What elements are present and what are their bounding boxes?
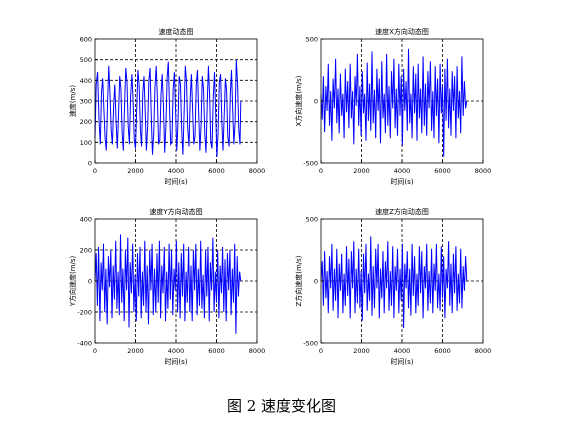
x-tick-label: 4000 xyxy=(168,347,185,355)
x-tick-label: 4000 xyxy=(394,167,411,175)
y-tick-label: -500 xyxy=(303,160,318,168)
x-tick-label: 8000 xyxy=(475,167,492,175)
y-axis-label: Z方向速度(m/s) xyxy=(294,255,303,306)
x-tick-label: 6000 xyxy=(208,167,225,175)
y-tick-label: 100 xyxy=(80,139,92,147)
y-tick-label: 600 xyxy=(80,36,92,44)
chart-title: 速度动态图 xyxy=(159,27,194,36)
series-line xyxy=(94,234,242,334)
x-tick-label: 2000 xyxy=(127,347,144,355)
series-line xyxy=(320,48,468,157)
series-line xyxy=(320,236,468,329)
y-tick-label: 500 xyxy=(80,56,92,64)
y-tick-label: 300 xyxy=(80,98,92,106)
x-axis-label: 时间(s) xyxy=(390,177,413,186)
y-tick-label: 500 xyxy=(306,36,318,44)
x-tick-label: 0 xyxy=(93,347,97,355)
y-tick-label: 0 xyxy=(314,98,318,106)
y-tick-label: 0 xyxy=(88,278,92,286)
x-axis-label: 时间(s) xyxy=(390,357,413,366)
y-tick-label: 400 xyxy=(80,77,92,85)
x-tick-label: 0 xyxy=(319,167,323,175)
x-tick-label: 2000 xyxy=(127,167,144,175)
x-tick-label: 4000 xyxy=(168,167,185,175)
x-tick-label: 6000 xyxy=(434,347,451,355)
figure-caption: 图 2 速度变化图 xyxy=(226,397,337,415)
y-tick-label: -400 xyxy=(77,340,92,348)
x-axis-label: 时间(s) xyxy=(164,177,187,186)
chart-panel-2: 0 2000 4000 6000 8000-5000500速度X方向动态图时间(s)X方… xyxy=(294,27,491,186)
chart-title: 速度X方向动态图 xyxy=(375,27,429,36)
y-tick-label: -200 xyxy=(77,309,92,317)
y-axis-label: X方向速度(m/s) xyxy=(294,75,303,126)
y-tick-label: -500 xyxy=(303,340,318,348)
series-line xyxy=(94,59,242,157)
y-tick-label: 400 xyxy=(80,216,92,224)
chart-title: 速度Y方向动态图 xyxy=(149,207,202,216)
x-axis-label: 时间(s) xyxy=(164,357,187,366)
y-tick-label: 200 xyxy=(80,247,92,255)
chart-panel-1: 0 2000 4000 6000 8000 0 100 200 300 400 500 600 速度动态… xyxy=(68,27,265,186)
x-tick-label: 2000 xyxy=(353,347,370,355)
y-tick-label: 0 xyxy=(88,160,92,168)
y-axis-label: 速度(m/s) xyxy=(68,85,77,118)
x-tick-label: 2000 xyxy=(353,167,370,175)
x-tick-label: 0 xyxy=(93,167,97,175)
y-tick-label: 0 xyxy=(314,278,318,286)
x-tick-label: 8000 xyxy=(249,347,266,355)
chart-title: 速度Z方向动态图 xyxy=(375,207,429,216)
y-axis-label: Y方向速度(m/s) xyxy=(68,255,77,307)
x-tick-label: 0 xyxy=(319,347,323,355)
x-tick-label: 8000 xyxy=(249,167,266,175)
x-tick-label: 4000 xyxy=(394,347,411,355)
x-tick-label: 6000 xyxy=(208,347,225,355)
x-tick-label: 8000 xyxy=(475,347,492,355)
y-tick-label: 500 xyxy=(306,216,318,224)
chart-panel-4: 0 2000 4000 6000 8000-5000500速度Z方向动态图时间(s)Z方… xyxy=(294,207,491,366)
x-tick-label: 6000 xyxy=(434,167,451,175)
y-tick-label: 200 xyxy=(80,118,92,126)
chart-panel-3: 0 2000 4000 6000 8000 -400 -200 0 200 400 速度Y方向动态图… xyxy=(68,207,265,366)
